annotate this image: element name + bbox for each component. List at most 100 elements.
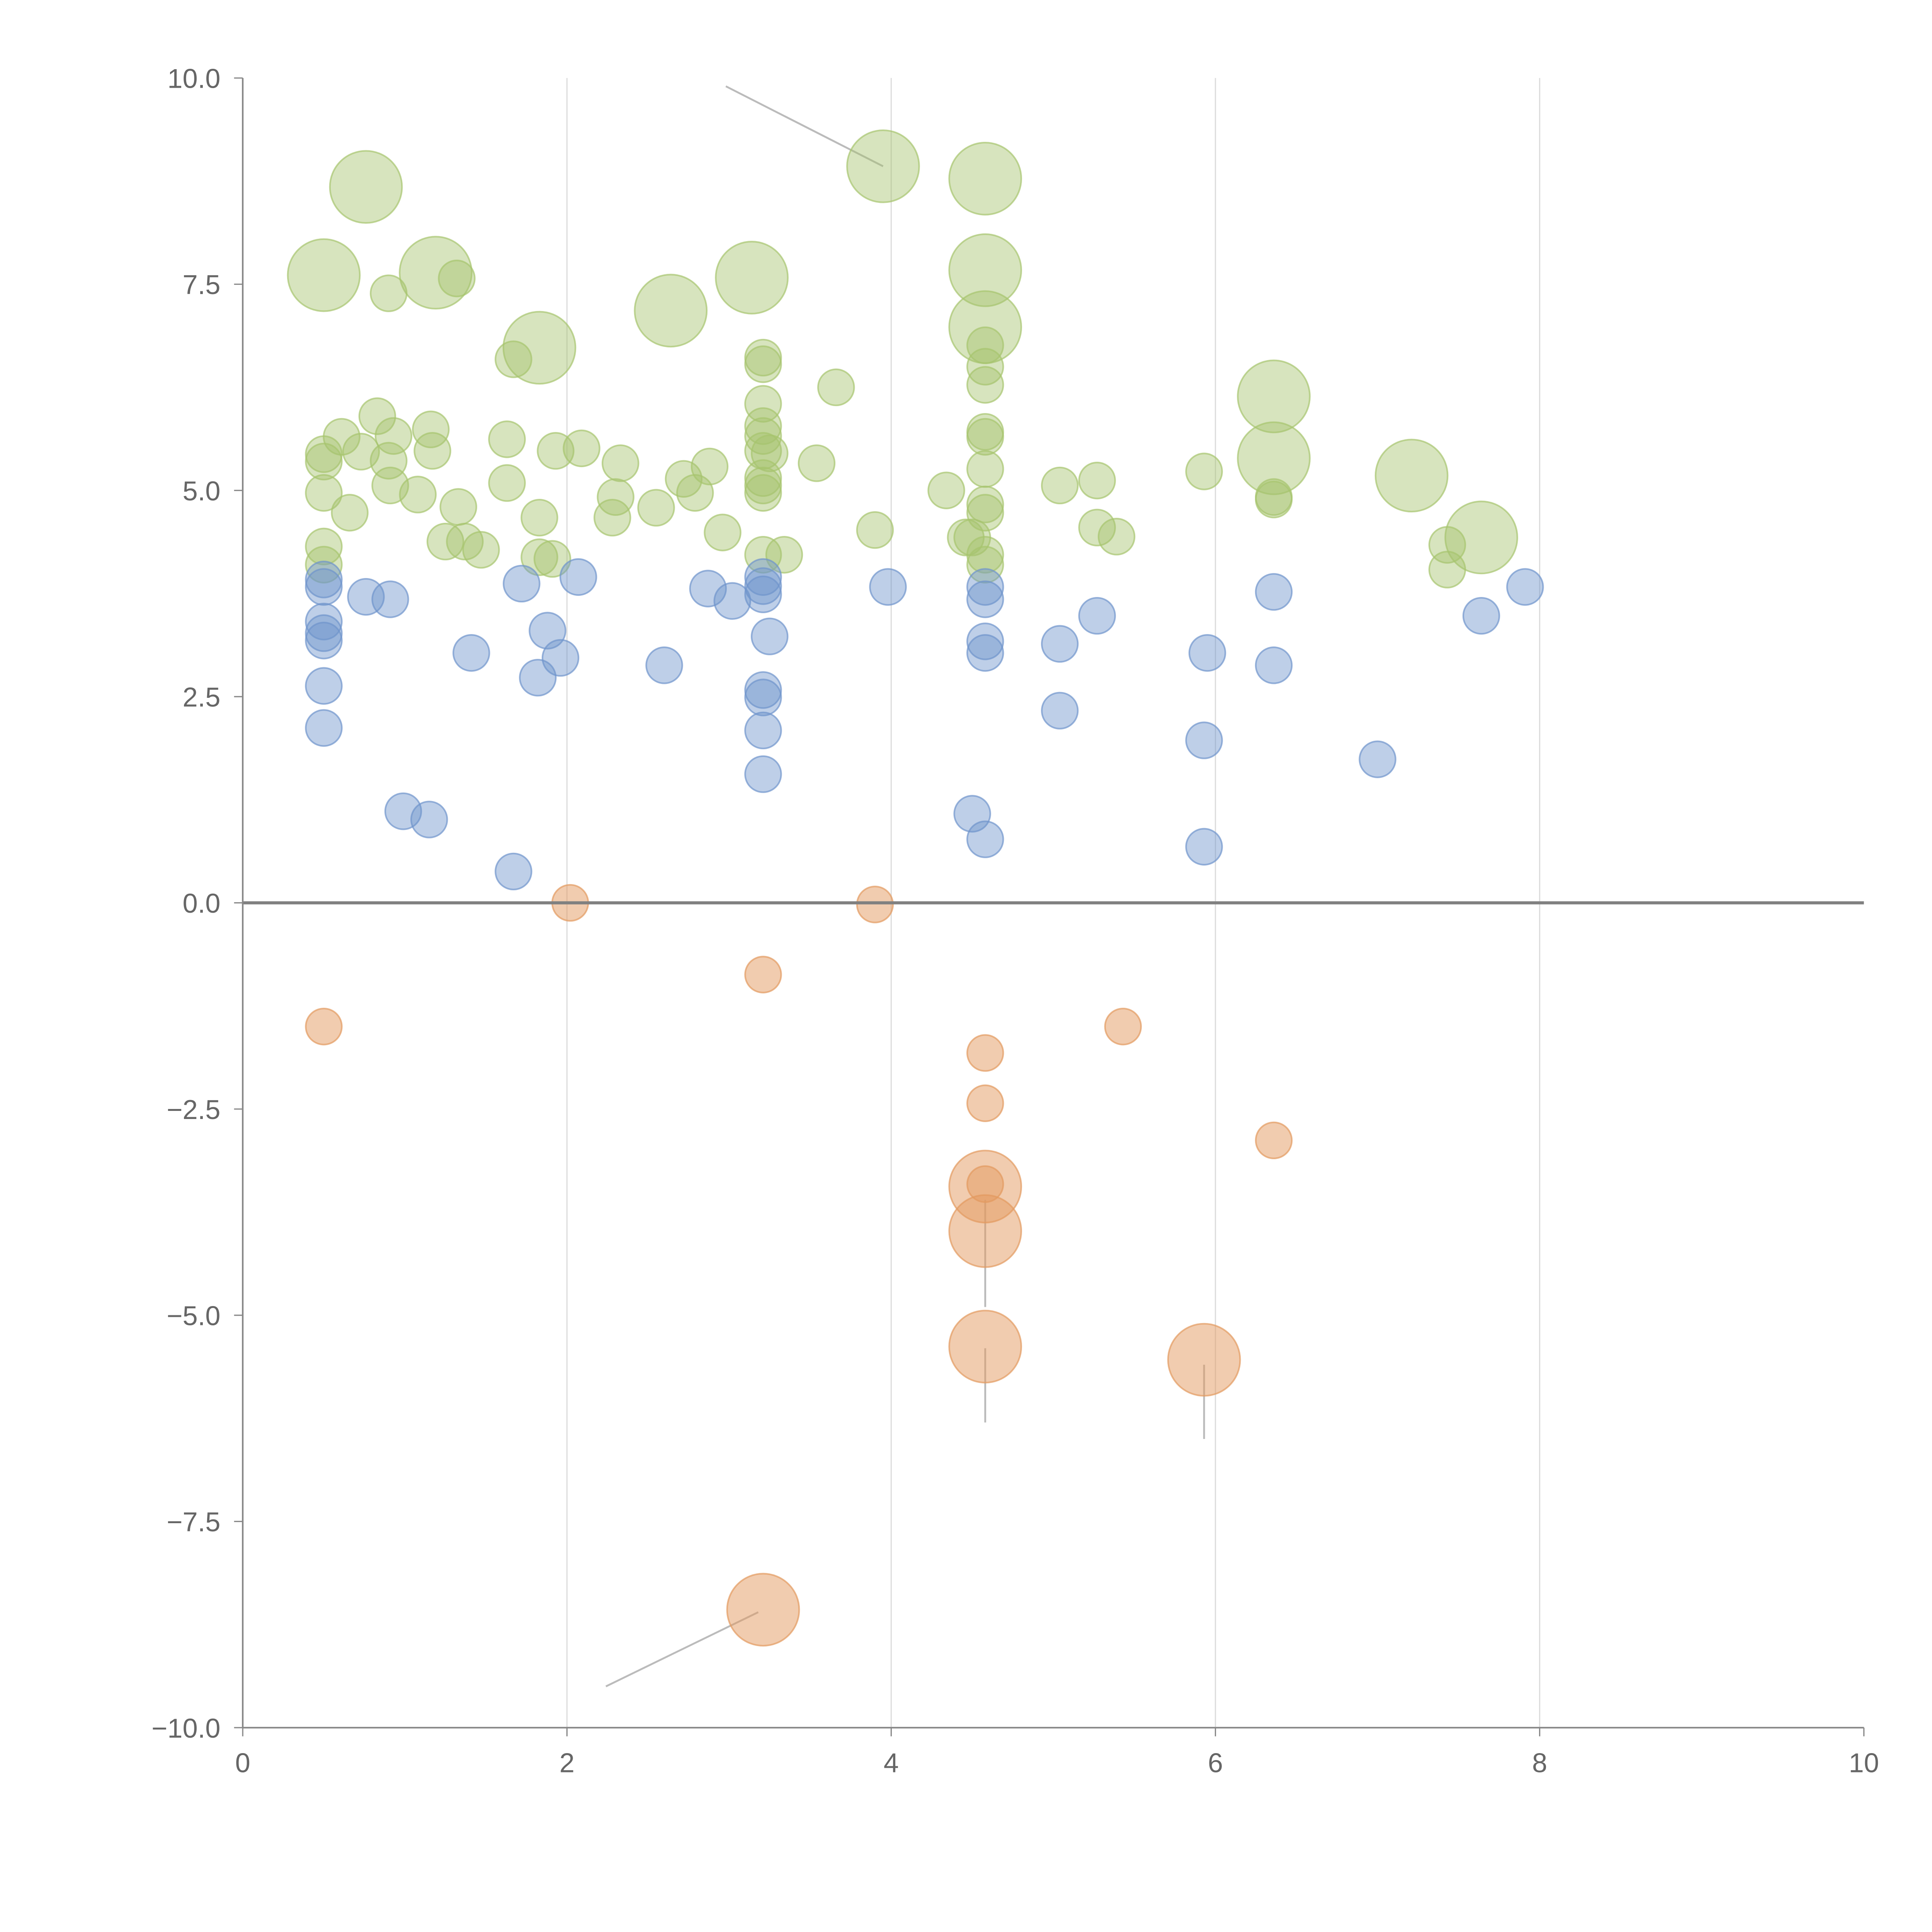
data-point-blue: [953, 795, 991, 833]
x-tick-label: 6: [1208, 1748, 1223, 1778]
data-point-green: [966, 536, 1004, 574]
data-point-green: [966, 326, 1004, 364]
data-point-green: [412, 410, 450, 448]
data-point-green: [966, 418, 1004, 456]
data-point-green: [563, 429, 600, 468]
data-point-blue: [305, 622, 343, 660]
data-point-green: [966, 546, 1004, 584]
data-point-blue: [1255, 646, 1293, 684]
data-point-blue: [966, 580, 1004, 618]
data-point-green: [358, 397, 396, 435]
data-point-green: [413, 432, 451, 470]
data-point-green: [594, 498, 631, 537]
data-point-green: [533, 540, 571, 578]
data-point-green: [1237, 359, 1311, 434]
data-point-green: [744, 385, 782, 423]
data-point-blue: [966, 622, 1004, 660]
data-point-green: [846, 129, 920, 203]
data-point-blue: [1506, 568, 1544, 606]
data-point-blue: [305, 709, 343, 747]
data-point-green: [715, 241, 789, 315]
data-point-blue: [384, 792, 422, 830]
data-point-blue: [371, 580, 409, 618]
data-point-green: [1255, 480, 1293, 519]
x-tick-label: 8: [1532, 1748, 1547, 1778]
data-point-blue: [1462, 597, 1500, 635]
data-point-blue: [645, 646, 683, 684]
data-point-green: [966, 450, 1004, 488]
y-tick-label: −10.0: [151, 1713, 220, 1743]
data-point-green: [948, 141, 1022, 216]
data-point-blue: [744, 575, 782, 613]
data-point-blue: [966, 568, 1004, 606]
data-point-green: [1444, 500, 1518, 575]
data-point-blue: [452, 634, 490, 672]
data-point-green: [1185, 452, 1223, 490]
data-point-green: [927, 471, 965, 509]
data-point-blue: [744, 755, 782, 793]
data-point-green: [331, 494, 369, 532]
data-point-green: [426, 522, 464, 561]
data-point-green: [520, 538, 558, 576]
data-point-green: [287, 238, 361, 312]
data-point-green: [329, 150, 403, 224]
data-point-green: [1078, 509, 1116, 547]
data-point-green: [966, 494, 1004, 532]
data-point-blue: [519, 659, 557, 697]
data-point-blue: [305, 667, 343, 705]
data-point-blue: [305, 602, 343, 641]
data-point-blue: [966, 820, 1004, 858]
data-point-green: [488, 420, 526, 458]
y-tick-label: 5.0: [182, 476, 220, 506]
annotation-leader-line: [725, 85, 884, 167]
data-point-green: [399, 476, 437, 514]
data-point-green: [966, 366, 1004, 404]
data-point-blue: [966, 634, 1004, 672]
data-point-green: [1097, 518, 1136, 556]
data-point-blue: [347, 578, 385, 616]
data-point-green: [520, 498, 558, 537]
data-point-green: [744, 474, 782, 512]
data-point-green: [966, 485, 1004, 524]
data-point-blue: [869, 568, 907, 606]
data-point-orange: [966, 1084, 1004, 1122]
data-point-blue: [559, 558, 597, 596]
data-point-green: [438, 259, 476, 298]
data-point-green: [462, 531, 500, 569]
data-point-blue: [410, 801, 448, 838]
x-tick-label: 2: [560, 1748, 575, 1778]
data-point-orange: [966, 1034, 1004, 1072]
y-tick-label: 10.0: [167, 63, 220, 94]
data-point-blue: [1078, 597, 1116, 635]
data-point-blue: [744, 711, 782, 750]
x-tick-label: 10: [1849, 1748, 1879, 1778]
data-point-green: [399, 236, 473, 310]
data-point-green: [744, 536, 782, 574]
data-point-orange: [1255, 1121, 1293, 1160]
data-point-green: [602, 444, 639, 482]
data-point-green: [305, 474, 343, 512]
data-point-green: [1041, 466, 1079, 505]
data-point-green: [495, 340, 532, 378]
data-point-orange: [948, 1194, 1022, 1268]
data-point-blue: [1041, 692, 1079, 730]
data-point-green: [1078, 461, 1116, 500]
data-point-green: [634, 274, 708, 348]
data-point-orange: [305, 1008, 343, 1046]
data-point-blue: [744, 567, 782, 605]
data-point-green: [690, 447, 729, 486]
series-orange: [305, 884, 1293, 1647]
data-point-orange: [856, 886, 894, 923]
y-tick-label: 7.5: [182, 269, 220, 300]
series-green: [287, 129, 1518, 588]
data-point-blue: [751, 617, 789, 655]
data-point-green: [1428, 551, 1466, 588]
data-point-green: [439, 488, 477, 526]
data-point-green: [856, 511, 894, 549]
data-point-green: [597, 478, 634, 516]
data-point-blue: [713, 582, 751, 620]
data-point-green: [751, 434, 789, 472]
series-blue: [305, 558, 1544, 891]
data-points: [287, 129, 1544, 1647]
